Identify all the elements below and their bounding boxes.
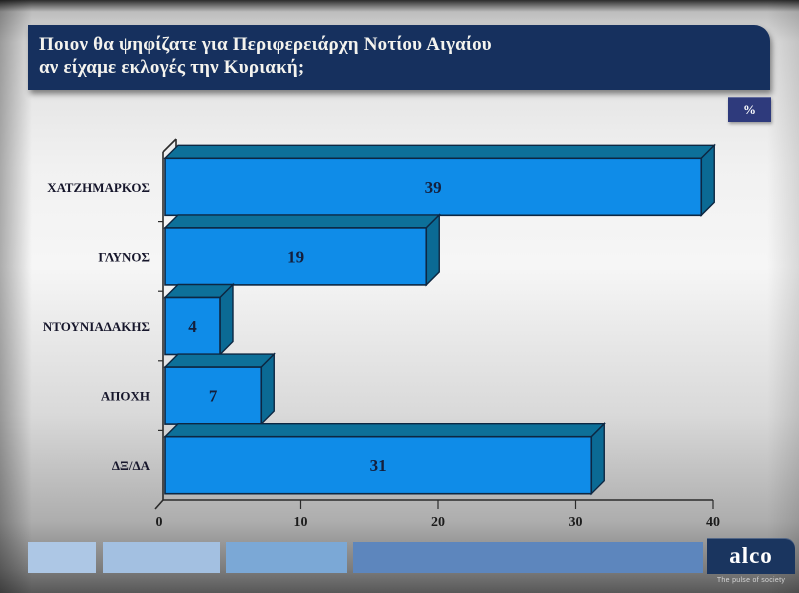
page-title-line-1: Ποιον θα ψηφίζατε για Περιφερειάρχη Νοτί… xyxy=(39,34,492,55)
y-axis-3d-edge xyxy=(162,138,177,153)
footer-color-block-3 xyxy=(226,542,347,573)
chart-bar-3 xyxy=(164,366,263,425)
alco-logo: alco xyxy=(707,538,795,574)
alco-logo-text: alco xyxy=(729,543,773,568)
x-tick-label-20: 20 xyxy=(431,515,445,530)
value-label-3: 7 xyxy=(209,387,218,406)
value-label-4: 31 xyxy=(370,456,387,475)
chart-bar-2 xyxy=(164,296,221,356)
value-label-1: 19 xyxy=(287,247,304,266)
x-tick-label-0: 0 xyxy=(156,515,163,530)
category-label-4: ΔΞ/ΔΑ xyxy=(112,458,151,473)
category-label-0: ΧΑΤΖΗΜΑΡΚΟΣ xyxy=(47,180,150,195)
chart-bar-2-side-face xyxy=(219,282,234,357)
chart-bar-4-top-face xyxy=(163,423,606,438)
chart-bar-1-side-face xyxy=(425,213,440,287)
x-tick-label-40: 40 xyxy=(706,515,720,530)
chart-bar-0-top-face xyxy=(163,144,716,160)
origin-foot xyxy=(154,499,164,510)
footer-color-block-4 xyxy=(353,542,703,573)
footer-strip xyxy=(0,541,799,574)
chart-bar-0 xyxy=(164,157,703,217)
page-title-line-2: αν είχαμε εκλογές την Κυριακή; xyxy=(39,57,305,78)
value-label-2: 4 xyxy=(188,317,197,336)
chart-bar-3-side-face xyxy=(260,352,275,426)
x-tick-label-10: 10 xyxy=(294,515,308,530)
category-label-1: ΓΛΥΝΟΣ xyxy=(98,249,150,264)
footer-color-block-1 xyxy=(28,542,96,573)
value-label-0: 39 xyxy=(425,178,442,197)
title-bar: Ποιον θα ψηφίζατε για Περιφερειάρχη Νοτί… xyxy=(28,25,770,90)
chart-bar-0-side-face xyxy=(700,143,715,217)
chart-bar-3-top-face xyxy=(163,353,276,368)
percent-unit-badge: % xyxy=(728,97,771,122)
category-label-2: ΝΤΟΥΝΙΑΔΑΚΗΣ xyxy=(43,319,150,334)
footer-color-block-2 xyxy=(103,542,220,573)
chart-bar-4 xyxy=(164,435,593,495)
alco-tagline: The pulse of society xyxy=(716,577,786,584)
x-tick-label-30: 30 xyxy=(569,515,583,530)
chart-bar-1-top-face xyxy=(163,214,441,229)
category-label-3: ΑΠΟΧΗ xyxy=(101,389,150,404)
chart-bar-1 xyxy=(164,227,428,286)
chart-bar-4-side-face xyxy=(590,422,605,496)
